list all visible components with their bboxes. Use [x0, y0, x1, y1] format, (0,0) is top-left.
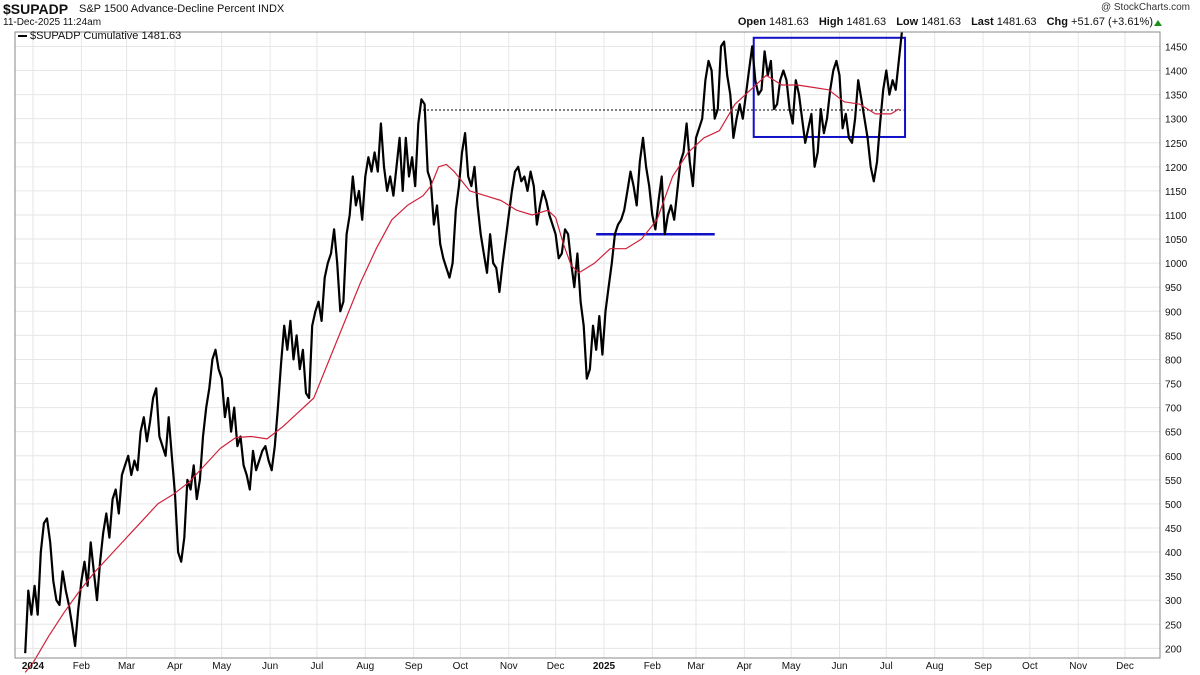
x-tick-label: 2024 — [22, 661, 45, 672]
y-tick-label: 1200 — [1165, 163, 1188, 174]
x-tick-label: May — [782, 661, 801, 672]
x-tick-label: Jun — [831, 661, 847, 672]
legend-swatch — [18, 35, 27, 38]
series — [24, 31, 903, 673]
y-tick-label: 1300 — [1165, 115, 1188, 126]
x-tick-label: Feb — [73, 661, 91, 672]
x-tick-label: Oct — [453, 661, 469, 672]
y-tick-label: 750 — [1165, 380, 1182, 391]
y-tick-label: 550 — [1165, 476, 1182, 487]
y-tick-label: 500 — [1165, 500, 1182, 511]
high-value: 1481.63 — [846, 16, 887, 28]
low-value: 1481.63 — [921, 16, 962, 28]
open-value: 1481.63 — [769, 16, 809, 28]
y-tick-label: 700 — [1165, 404, 1182, 415]
x-tick-label: Feb — [644, 661, 662, 672]
up-arrow-icon — [1154, 20, 1162, 26]
plot-frame — [14, 31, 1161, 659]
y-tick-label: 800 — [1165, 355, 1182, 366]
y-tick-label: 1150 — [1165, 187, 1187, 198]
y-tick-label: 1100 — [1165, 211, 1187, 222]
x-tick-label: Dec — [1116, 661, 1134, 672]
x-tick-label: Aug — [356, 661, 374, 672]
grid — [15, 32, 1160, 658]
x-tick-label: Mar — [118, 661, 136, 672]
brand-logo: @ StockCharts.com — [1100, 2, 1190, 13]
y-tick-label: 250 — [1165, 620, 1182, 631]
y-tick-label: 650 — [1165, 428, 1182, 439]
x-tick-label: May — [212, 661, 231, 672]
price-line — [24, 31, 903, 654]
low-label: Low — [896, 16, 919, 28]
last-value: 1481.63 — [996, 16, 1037, 28]
quote-line: Open 1481.63 High 1481.63 Low 1481.63 La… — [738, 16, 1153, 28]
x-tick-label: Nov — [1069, 661, 1087, 672]
symbol: $SUPADP — [3, 1, 69, 17]
chart-header: $SUPADP S&P 1500 Advance-Decline Percent… — [0, 0, 1200, 32]
x-tick-label: Mar — [687, 661, 705, 672]
y-tick-label: 450 — [1165, 524, 1182, 535]
x-tick-label: Aug — [926, 661, 944, 672]
y-axis: 200 250 300 350 400 450 500 550 600 650 700 750 800 8… — [1165, 42, 1188, 655]
timestamp: 11-Dec-2025 11:24am — [3, 17, 102, 28]
chg-value: +51.67 (+3.61%) — [1071, 16, 1153, 28]
y-tick-label: 950 — [1165, 283, 1182, 294]
y-tick-label: 1400 — [1165, 67, 1188, 78]
y-tick-label: 850 — [1165, 331, 1182, 342]
x-axis: 2024 Feb Mar Apr May Jun Jul Aug Sep Oct Nov Dec 202… — [22, 661, 1134, 672]
y-tick-label: 1250 — [1165, 139, 1188, 150]
chg-label: Chg — [1046, 16, 1068, 28]
y-tick-label: 1000 — [1165, 259, 1188, 270]
x-tick-label: Oct — [1022, 661, 1038, 672]
description: S&P 1500 Advance-Decline Percent INDX — [79, 3, 285, 15]
y-tick-label: 900 — [1165, 307, 1182, 318]
y-tick-label: 1450 — [1165, 42, 1188, 53]
x-tick-label: Jul — [880, 661, 893, 672]
y-tick-label: 400 — [1165, 548, 1182, 559]
y-tick-label: 600 — [1165, 452, 1182, 463]
legend-label: $SUPADP Cumulative 1481.63 — [30, 30, 182, 42]
x-tick-label: Apr — [737, 661, 753, 672]
x-tick-label: 2025 — [593, 661, 616, 672]
y-tick-label: 300 — [1165, 596, 1182, 607]
range-box — [752, 36, 907, 138]
y-tick-label: 200 — [1165, 644, 1182, 655]
moving-average-line — [24, 74, 900, 673]
x-tick-label: Apr — [167, 661, 183, 672]
x-tick-label: Jun — [262, 661, 278, 672]
x-tick-label: Dec — [547, 661, 565, 672]
x-tick-label: Sep — [974, 661, 992, 672]
y-tick-label: 1350 — [1165, 91, 1188, 102]
x-tick-label: Sep — [405, 661, 423, 672]
legend: $SUPADP Cumulative 1481.63 — [18, 30, 181, 42]
x-tick-label: Nov — [500, 661, 518, 672]
x-tick-label: Jul — [311, 661, 324, 672]
y-tick-label: 1050 — [1165, 235, 1188, 246]
y-tick-label: 350 — [1165, 572, 1182, 583]
high-label: High — [818, 16, 844, 28]
open-label: Open — [737, 16, 766, 28]
last-label: Last — [971, 16, 994, 28]
